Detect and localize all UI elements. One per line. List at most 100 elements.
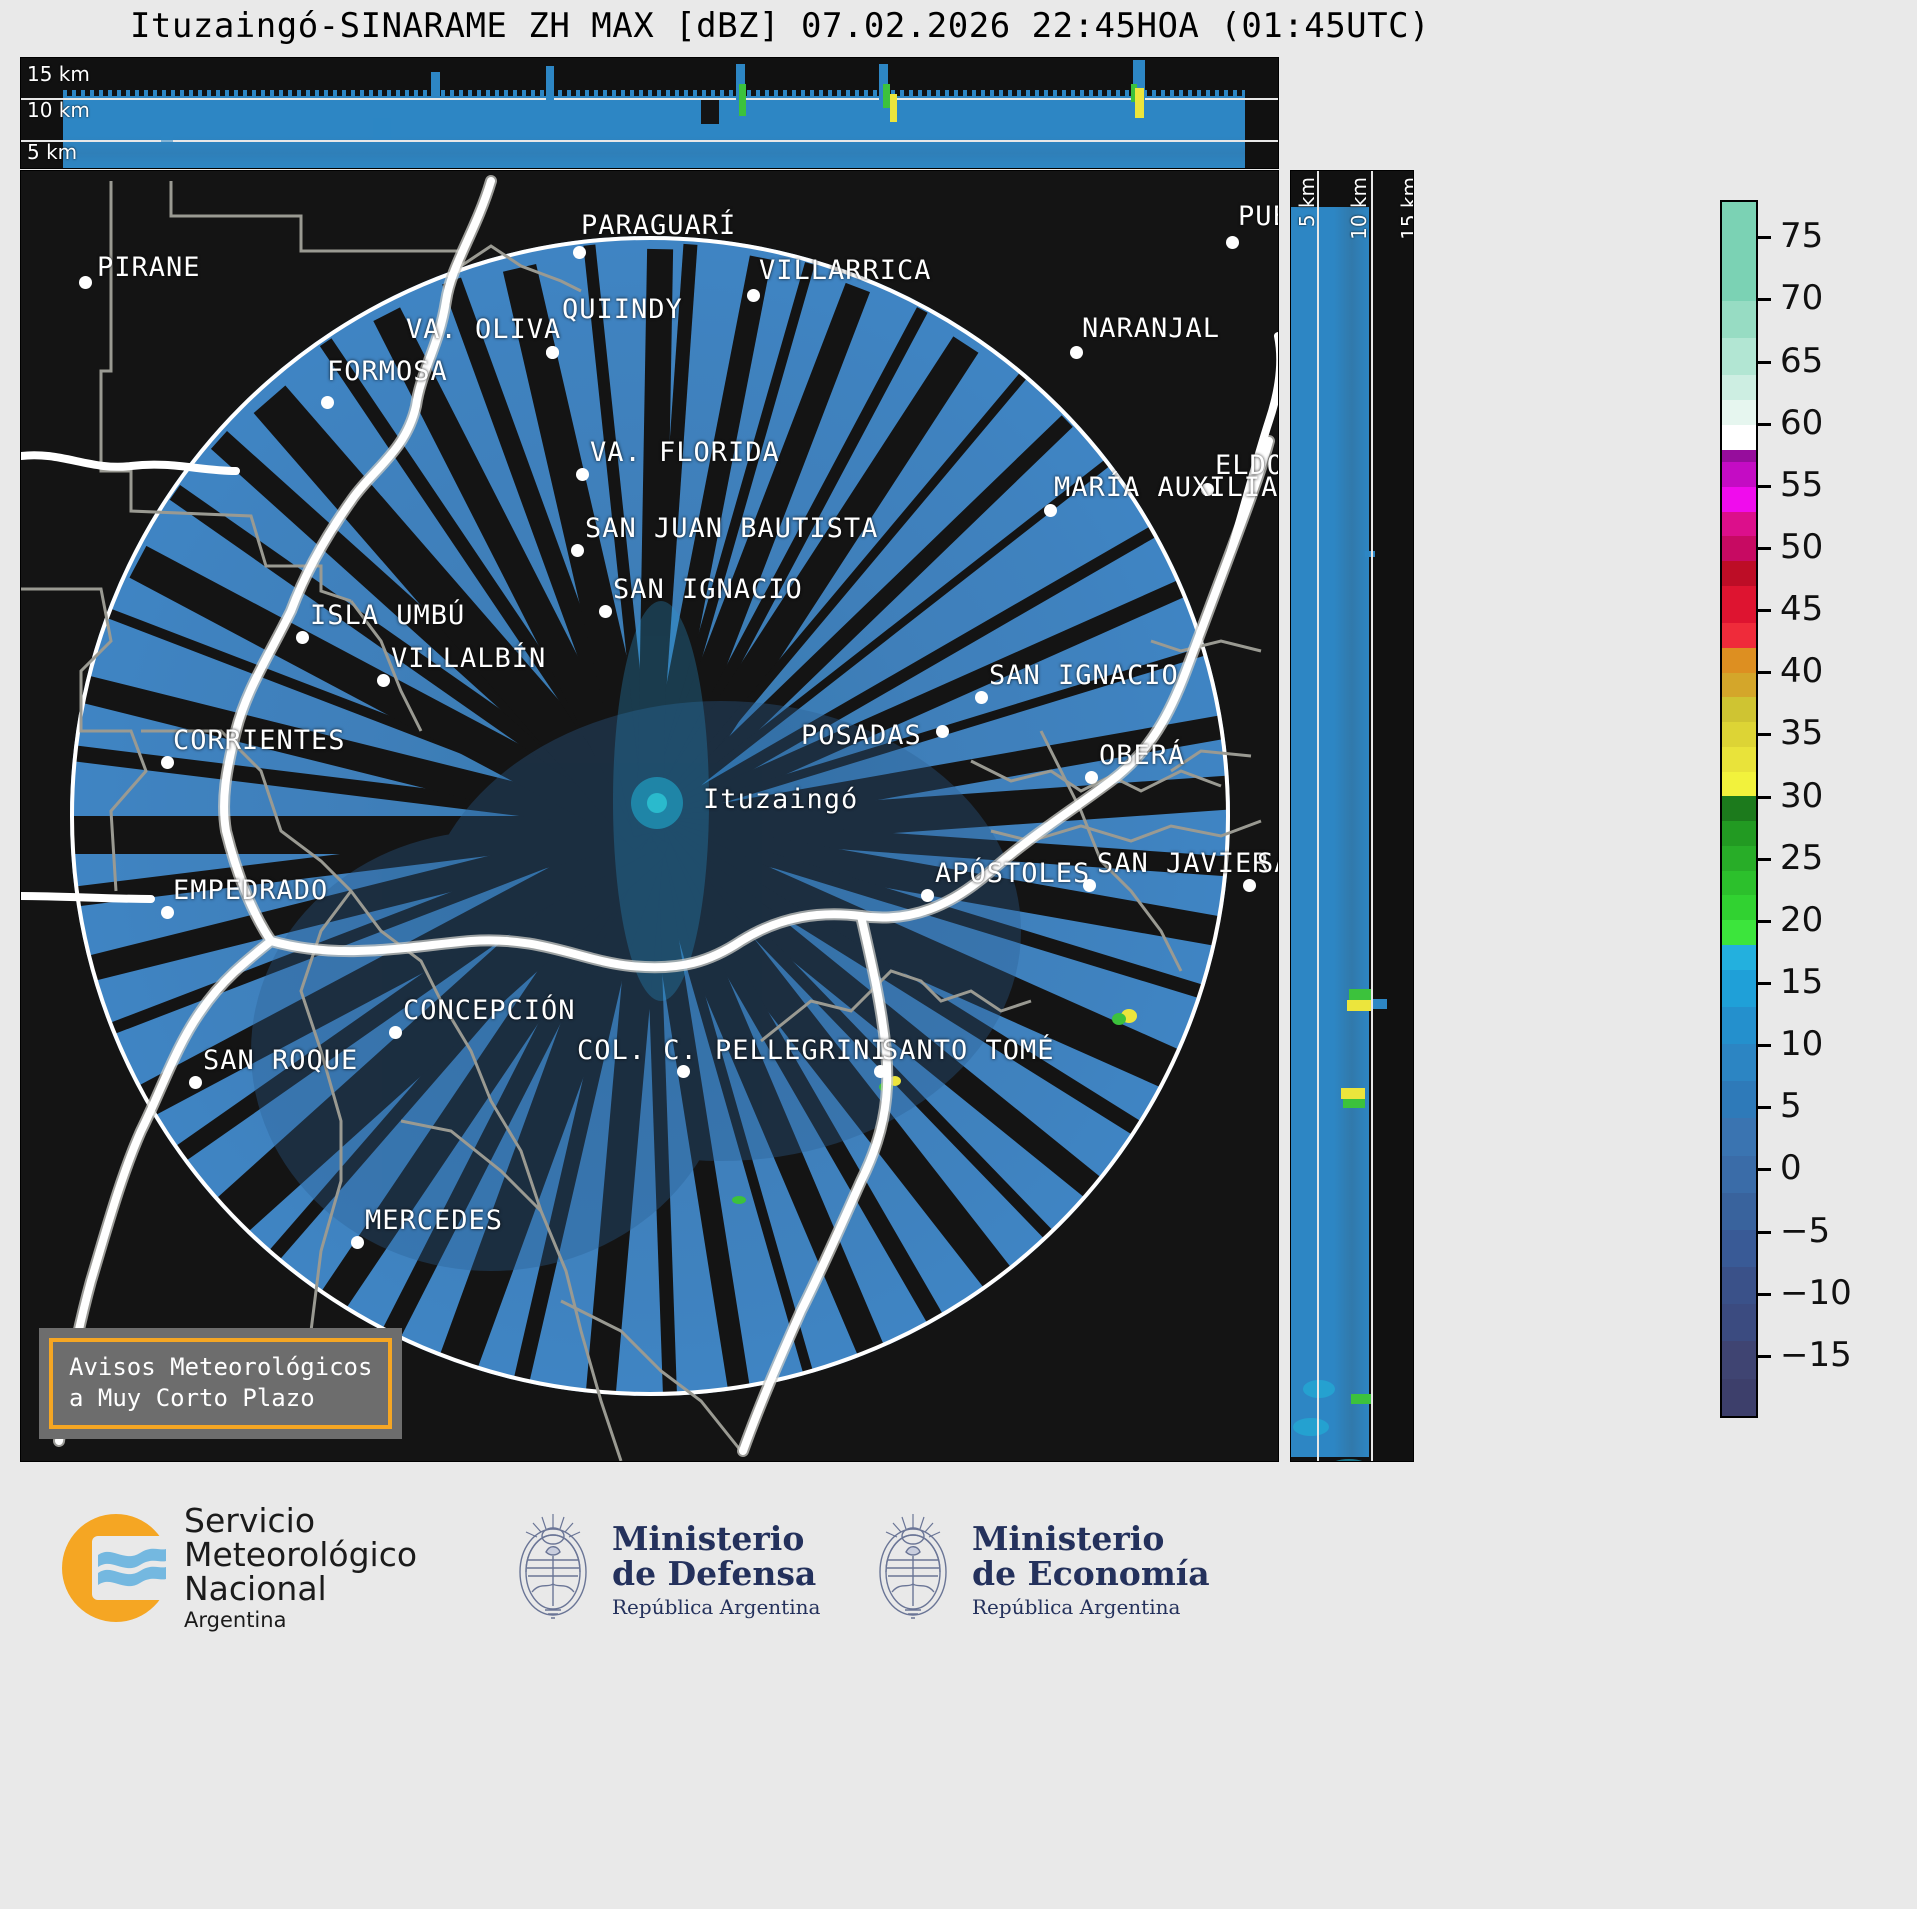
city-label: VILLALBÍN — [391, 643, 547, 674]
map-vector-overlay — [21, 175, 1278, 1461]
city-dot-icon — [79, 276, 92, 289]
colorbar-segment — [1722, 647, 1756, 673]
cross-section-right-label-10km: 10 km — [1347, 177, 1371, 240]
radar-map-panel[interactable]: PIRANE PARAGUARÍ VILLARRICA VA. OLIVA QUIIND… — [20, 170, 1279, 1462]
colorbar-segment — [1722, 796, 1756, 822]
colorbar-tick-mark — [1758, 1292, 1771, 1296]
colorbar-tick-label: 65 — [1780, 340, 1824, 381]
cross-section-right-gridline-10km — [1371, 171, 1373, 1461]
city-label: SAN — [1257, 848, 1278, 879]
city-dot-icon — [1201, 483, 1214, 496]
colorbar-tick-mark — [1758, 1230, 1771, 1234]
colorbar-tick-label: 45 — [1780, 589, 1824, 630]
cross-section-right-echo-detail — [1293, 551, 1387, 1461]
colorbar-segment — [1722, 511, 1756, 537]
colorbar-tick-label: 40 — [1780, 651, 1824, 692]
ministerio-economia-line-2: de Economía — [972, 1553, 1210, 1593]
city-dot-icon — [1044, 504, 1057, 517]
colorbar-tick-mark — [1758, 484, 1771, 488]
colorbar-segment — [1722, 1304, 1756, 1342]
logo-ministerio-economia: Ministerio de Economía República Argenti… — [870, 1510, 1210, 1630]
colorbar-tick-mark — [1758, 1106, 1771, 1110]
cross-section-right-panel: 5 km 10 km 15 km — [1290, 170, 1414, 1462]
city-label: PIRANE — [97, 252, 201, 283]
footer-logos: Servicio Meteorológico Nacional Argentin… — [0, 1462, 1917, 1909]
smn-line-sub: Argentina — [184, 1607, 287, 1632]
city-dot-icon — [1085, 771, 1098, 784]
city-label: MERCEDES — [365, 1205, 504, 1236]
colorbar-tick-label: 50 — [1780, 527, 1824, 567]
city-dot-icon — [189, 1076, 202, 1089]
avisos-legend-inner: Avisos Meteorológicos a Muy Corto Plazo — [49, 1337, 393, 1429]
colorbar-tick-mark — [1758, 547, 1771, 550]
argentina-coat-of-arms-icon — [519, 1514, 587, 1619]
city-label: VA. FLORIDA — [590, 437, 780, 468]
colorbar-segment — [1722, 623, 1756, 648]
city-label: COL. C. PELLEGRINI — [577, 1035, 888, 1066]
argentina-coat-of-arms-icon-2 — [879, 1514, 947, 1619]
ministerio-economia-line-1: Ministerio — [972, 1518, 1165, 1558]
colorbar-tick-label: −15 — [1780, 1334, 1852, 1375]
ministerio-economia-text: Ministerio de Economía República Argenti… — [972, 1518, 1210, 1618]
colorbar-segment — [1722, 400, 1756, 425]
colorbar-tick-mark — [1758, 795, 1771, 799]
ministerio-defensa-text: Ministerio de Defensa República Argentin… — [612, 1521, 820, 1618]
colorbar-segment — [1722, 424, 1756, 450]
colorbar-segment — [1722, 697, 1756, 723]
colorbar-segment — [1722, 375, 1756, 401]
cross-section-top-label-15km: 15 km — [27, 62, 90, 86]
colorbar-segment — [1722, 561, 1756, 586]
city-dot-icon — [576, 468, 589, 481]
smn-line-2: Meteorológico — [184, 1534, 418, 1574]
city-label: PARAGUARÍ — [581, 210, 737, 241]
colorbar-segment — [1722, 845, 1756, 871]
colorbar-segment — [1722, 1118, 1756, 1156]
city-label: CORRIENTES — [173, 725, 346, 756]
cross-section-right-label-15km: 15 km — [1397, 177, 1414, 240]
city-label: PUERTO — [1238, 201, 1278, 232]
colorbar-tick-mark — [1758, 236, 1771, 240]
city-label: VILLARRICA — [759, 255, 932, 286]
colorbar-tick-mark — [1758, 671, 1771, 675]
smn-logo-text: Servicio Meteorológico Nacional Argentin… — [184, 1504, 417, 1632]
colorbar-segment — [1722, 1229, 1756, 1268]
city-dot-icon — [921, 889, 934, 902]
colorbar-segment — [1722, 969, 1756, 1007]
colorbar-segment — [1722, 722, 1756, 747]
city-label: FORMOSA — [327, 356, 448, 387]
city-label: SAN ROQUE — [203, 1045, 359, 1076]
cross-section-top-gridline-5km — [21, 140, 1278, 142]
smn-line-3: Nacional — [184, 1568, 327, 1608]
colorbar-tick-mark — [1758, 1354, 1771, 1358]
city-dot-icon — [573, 246, 586, 259]
colorbar-segment — [1722, 870, 1756, 896]
city-dot-icon — [161, 756, 174, 769]
colorbar-segment — [1722, 1341, 1756, 1379]
cross-section-top-gridline-10km — [21, 98, 1278, 100]
colorbar-segment — [1722, 301, 1756, 339]
colorbar-segment — [1722, 536, 1756, 562]
city-dot-icon — [936, 725, 949, 738]
avisos-legend-box[interactable]: Avisos Meteorológicos a Muy Corto Plazo — [39, 1327, 403, 1439]
city-label: SANTO TOMÉ — [882, 1035, 1055, 1066]
colorbar-tick-mark — [1758, 422, 1771, 426]
colorbar-segment — [1722, 821, 1756, 846]
colorbar-tick-label: 35 — [1780, 713, 1824, 754]
reflectivity-colorbar — [1720, 200, 1758, 1418]
cross-section-top-label-10km: 10 km — [27, 98, 90, 122]
page-title: Ituzaingó-SINARAME ZH MAX [dBZ] 07.02.20… — [129, 6, 1431, 46]
city-dot-icon — [389, 1026, 402, 1039]
city-dot-icon — [321, 396, 334, 409]
colorbar-tick-mark — [1758, 1044, 1771, 1048]
colorbar-tick-mark — [1758, 857, 1771, 861]
colorbar-segment — [1722, 771, 1756, 797]
city-label: CONCEPCIÓN — [403, 995, 576, 1026]
avisos-legend-line-1: Avisos Meteorológicos — [69, 1352, 373, 1381]
colorbar-tick-mark — [1758, 919, 1771, 923]
colorbar-segment — [1722, 202, 1756, 302]
city-dot-icon — [571, 544, 584, 557]
avisos-legend-line-2: a Muy Corto Plazo — [69, 1384, 315, 1413]
colorbar-tick-mark — [1758, 733, 1771, 737]
city-dot-icon — [599, 605, 612, 618]
colorbar-tick-mark — [1758, 360, 1771, 364]
